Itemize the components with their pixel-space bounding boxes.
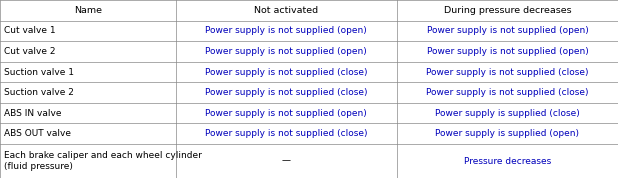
Text: Power supply is not supplied (close): Power supply is not supplied (close) (205, 67, 367, 77)
Text: Power supply is supplied (open): Power supply is supplied (open) (435, 129, 580, 138)
Text: —: — (282, 156, 290, 166)
Text: Each brake caliper and each wheel cylinder
(fluid pressure): Each brake caliper and each wheel cylind… (4, 151, 202, 171)
Text: Power supply is not supplied (open): Power supply is not supplied (open) (205, 26, 367, 35)
Text: ABS OUT valve: ABS OUT valve (4, 129, 71, 138)
Text: Name: Name (74, 6, 102, 15)
Text: Power supply is not supplied (open): Power supply is not supplied (open) (426, 26, 588, 35)
Text: Power supply is not supplied (close): Power supply is not supplied (close) (426, 67, 588, 77)
Text: Power supply is not supplied (open): Power supply is not supplied (open) (205, 109, 367, 118)
Text: Suction valve 2: Suction valve 2 (4, 88, 74, 97)
Text: Cut valve 1: Cut valve 1 (4, 26, 56, 35)
Text: Power supply is not supplied (open): Power supply is not supplied (open) (426, 47, 588, 56)
Text: Suction valve 1: Suction valve 1 (4, 67, 74, 77)
Text: ABS IN valve: ABS IN valve (4, 109, 62, 118)
Text: During pressure decreases: During pressure decreases (444, 6, 571, 15)
Text: Power supply is not supplied (close): Power supply is not supplied (close) (426, 88, 588, 97)
Text: Pressure decreases: Pressure decreases (464, 156, 551, 166)
Text: Not activated: Not activated (254, 6, 318, 15)
Text: Power supply is supplied (close): Power supply is supplied (close) (435, 109, 580, 118)
Text: Power supply is not supplied (close): Power supply is not supplied (close) (205, 88, 367, 97)
Text: Power supply is not supplied (close): Power supply is not supplied (close) (205, 129, 367, 138)
Text: Power supply is not supplied (open): Power supply is not supplied (open) (205, 47, 367, 56)
Text: Cut valve 2: Cut valve 2 (4, 47, 56, 56)
